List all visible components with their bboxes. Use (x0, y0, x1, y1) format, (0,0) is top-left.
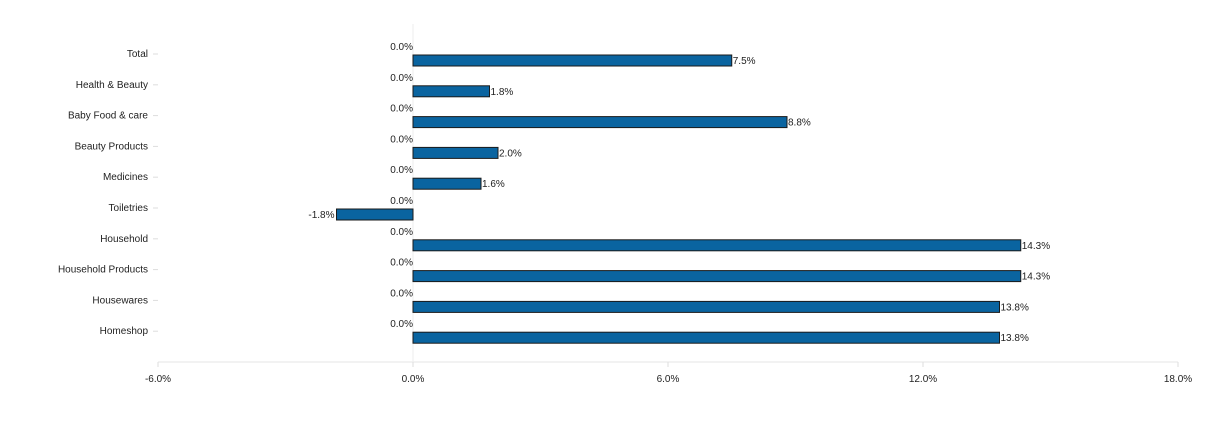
data-label-zero-series: 0.0% (390, 288, 413, 299)
bar (412, 177, 482, 190)
data-label-zero-series: 0.0% (390, 319, 413, 330)
category-label: Homeshop (100, 326, 149, 337)
bar (412, 331, 1000, 344)
category-label: Total (127, 49, 148, 60)
data-label-bar: 1.8% (491, 87, 514, 98)
category-label: Housewares (92, 295, 148, 306)
bar (336, 208, 414, 221)
data-label-zero-series: 0.0% (390, 227, 413, 238)
bar (412, 270, 1022, 283)
data-label-zero-series: 0.0% (390, 104, 413, 115)
data-label-zero-series: 0.0% (390, 196, 413, 207)
data-label-bar: -1.8% (308, 210, 334, 221)
category-label: Household Products (58, 265, 148, 276)
bar (412, 146, 499, 159)
bar (412, 54, 733, 67)
bar (412, 85, 490, 98)
bar (412, 239, 1022, 252)
data-label-zero-series: 0.0% (390, 42, 413, 53)
data-label-zero-series: 0.0% (390, 258, 413, 269)
category-label: Toiletries (109, 203, 148, 214)
category-label: Baby Food & care (68, 111, 148, 122)
data-label-bar: 2.0% (499, 148, 522, 159)
data-label-bar: 8.8% (788, 118, 811, 129)
data-label-bar: 1.6% (482, 179, 505, 190)
data-label-zero-series: 0.0% (390, 73, 413, 84)
x-tick-label: 18.0% (1164, 374, 1192, 385)
x-tick-label: -6.0% (145, 374, 171, 385)
data-label-bar: 7.5% (733, 56, 756, 67)
x-tick-label: 6.0% (657, 374, 680, 385)
data-label-bar: 13.8% (1001, 333, 1029, 344)
category-label: Health & Beauty (76, 80, 148, 91)
x-tick-label: 0.0% (402, 374, 425, 385)
category-label: Medicines (103, 172, 148, 183)
x-tick-label: 12.0% (909, 374, 937, 385)
category-label: Household (100, 234, 148, 245)
bar (412, 116, 788, 129)
bar (412, 300, 1000, 313)
data-label-zero-series: 0.0% (390, 134, 413, 145)
data-label-bar: 14.3% (1022, 241, 1050, 252)
data-label-zero-series: 0.0% (390, 165, 413, 176)
category-label: Beauty Products (75, 141, 148, 152)
data-label-bar: 13.8% (1001, 302, 1029, 313)
data-label-bar: 14.3% (1022, 272, 1050, 283)
